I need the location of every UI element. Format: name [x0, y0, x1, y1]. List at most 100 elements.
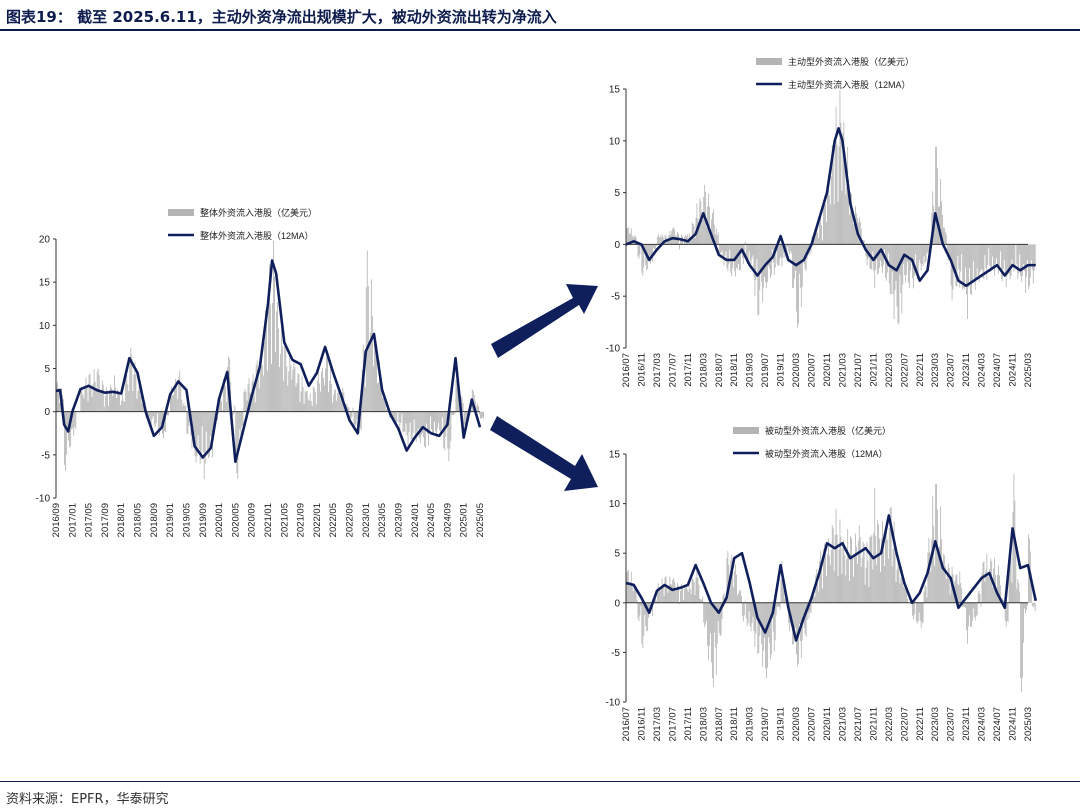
bar: [463, 411, 465, 425]
bar: [673, 227, 675, 245]
x-tick-label: 2025/03: [1023, 353, 1034, 387]
bar: [921, 244, 923, 265]
bar: [1012, 244, 1014, 264]
bar: [858, 525, 860, 603]
x-tick-label: 2020/07: [807, 353, 818, 387]
bar: [683, 599, 684, 603]
bar: [182, 406, 184, 412]
bar: [782, 577, 784, 603]
bar: [892, 548, 894, 603]
bar: [950, 244, 952, 286]
bar: [385, 403, 387, 412]
x-tick-label: 2022/05: [328, 503, 339, 537]
bar: [838, 146, 840, 245]
bar: [884, 528, 886, 603]
bar: [672, 228, 674, 245]
bar: [789, 244, 791, 255]
bar: [99, 392, 101, 412]
bar: [197, 411, 199, 436]
y-tick-label: 0: [44, 407, 50, 418]
x-tick-label: 2019/07: [760, 707, 771, 741]
bar: [712, 212, 713, 245]
bar: [947, 563, 949, 603]
bar: [174, 389, 176, 412]
bar: [118, 391, 119, 412]
bar: [658, 237, 660, 245]
bar: [969, 244, 970, 269]
bar: [927, 244, 929, 252]
bar: [204, 411, 206, 464]
bar: [303, 403, 305, 412]
bar: [824, 195, 825, 245]
bar: [282, 346, 284, 412]
bar: [960, 583, 962, 603]
bar: [668, 585, 670, 603]
bar: [972, 602, 974, 609]
bar: [414, 411, 416, 437]
bar: [816, 569, 818, 603]
bar: [961, 244, 963, 254]
bar: [1003, 244, 1005, 261]
bar: [860, 228, 862, 245]
bar: [131, 355, 133, 412]
bar: [136, 398, 138, 412]
bar: [1011, 244, 1013, 260]
bar: [271, 364, 272, 412]
bar: [1031, 602, 1033, 606]
bar: [405, 411, 407, 424]
bar: [1031, 244, 1033, 270]
bar: [962, 602, 964, 607]
legend: 被动型外资流入港股（亿美元） 被动型外资流入港股（12MA）: [733, 425, 891, 459]
bar: [732, 244, 734, 269]
bar: [999, 244, 1000, 266]
bar: [66, 411, 68, 455]
bar: [407, 411, 409, 448]
bar: [810, 602, 812, 614]
bar: [966, 602, 967, 631]
bar: [913, 602, 915, 615]
bar: [208, 411, 210, 457]
bar: [263, 341, 265, 412]
bar: [349, 411, 351, 418]
bar: [477, 406, 479, 412]
bar: [126, 375, 128, 412]
bar: [901, 244, 903, 314]
bar: [851, 538, 852, 603]
bar: [630, 228, 632, 245]
bar: [918, 244, 920, 261]
bar: [653, 244, 654, 248]
bar: [739, 244, 740, 271]
bar: [285, 348, 287, 412]
bar: [709, 602, 710, 646]
bar: [291, 379, 293, 412]
bar: [864, 584, 866, 603]
bar: [779, 244, 781, 259]
bar: [762, 602, 764, 667]
bar: [384, 401, 386, 412]
bar: [843, 122, 845, 245]
x-tick-label: 2025/01: [459, 503, 470, 537]
bar: [858, 217, 860, 245]
legend-label-line: 被动型外资流入港股（12MA）: [765, 448, 888, 459]
x-tick-label: 2018/11: [729, 353, 740, 387]
bar: [467, 409, 469, 412]
bar: [887, 558, 889, 603]
x-tick-label: 2018/07: [714, 353, 725, 387]
bar: [397, 410, 399, 412]
x-tick-label: 2020/09: [247, 503, 258, 537]
bar: [850, 535, 851, 603]
x-tick-label: 2021/01: [263, 503, 274, 537]
x-tick-label: 2020/03: [791, 353, 802, 387]
bar: [669, 230, 671, 245]
bar: [942, 554, 944, 603]
bar: [896, 569, 898, 603]
ma-line: [625, 127, 1036, 288]
bar: [833, 571, 835, 603]
bar: [921, 602, 923, 622]
bar: [849, 581, 851, 603]
bar: [141, 403, 143, 412]
bar: [934, 566, 936, 603]
bar: [803, 244, 805, 265]
y-tick-label: -5: [41, 450, 50, 461]
bar: [930, 571, 932, 603]
